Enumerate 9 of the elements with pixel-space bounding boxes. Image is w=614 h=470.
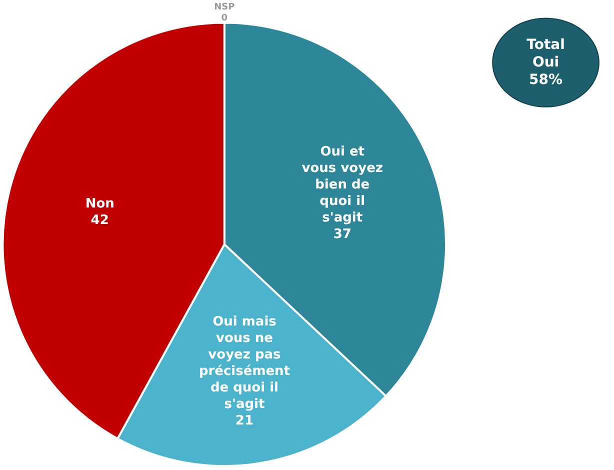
slice-label: Oui mais vous ne voyez pas précisément de quoi il s'agit <box>198 314 290 412</box>
category-label: NSP <box>214 2 235 13</box>
text: 0 <box>221 14 228 24</box>
slice-label: Non <box>85 196 114 212</box>
data-label: 37 <box>333 227 352 242</box>
data-label: 42 <box>90 213 109 228</box>
text: Total Oui 58% <box>526 36 565 88</box>
slice-label: Oui et vous voyez bien de quoi il s'agit <box>302 144 383 226</box>
data-label: 21 <box>235 413 254 428</box>
